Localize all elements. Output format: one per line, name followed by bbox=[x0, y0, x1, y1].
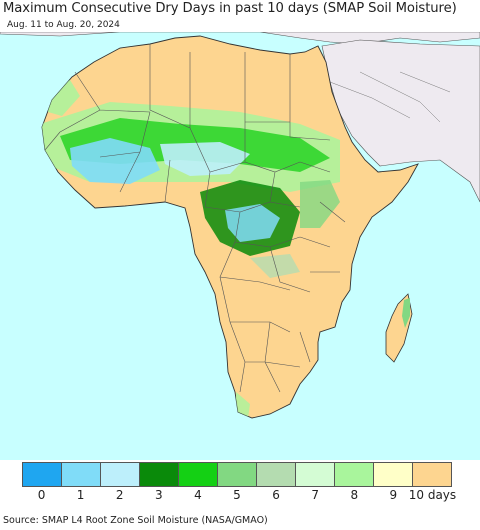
legend-label-4: 4 bbox=[194, 488, 202, 502]
legend-swatch-5 bbox=[218, 463, 257, 486]
legend-swatch-4 bbox=[179, 463, 218, 486]
wet-zone-blue-2 bbox=[160, 142, 250, 176]
date-range: Aug. 11 to Aug. 20, 2024 bbox=[7, 20, 120, 30]
map-title: Maximum Consecutive Dry Days in past 10 … bbox=[3, 1, 457, 16]
country-borders-asia bbox=[329, 71, 451, 123]
legend-swatch-1 bbox=[62, 463, 101, 486]
legend-swatch-3 bbox=[140, 463, 179, 486]
south-light-green bbox=[250, 254, 300, 278]
legend-swatch-0 bbox=[23, 463, 62, 486]
legend-swatch-10 bbox=[413, 463, 451, 486]
cape-green bbox=[236, 392, 250, 418]
legend-label-6: 6 bbox=[272, 488, 280, 502]
legend-label-10: 10 days bbox=[408, 488, 457, 502]
wet-zone-blue bbox=[70, 138, 160, 184]
legend-label-5: 5 bbox=[233, 488, 241, 502]
east-africa-green bbox=[300, 180, 340, 228]
legend-swatch-2 bbox=[101, 463, 140, 486]
legend-label-3: 3 bbox=[154, 488, 163, 502]
legend-label-2: 2 bbox=[115, 488, 124, 502]
legend-label-0: 0 bbox=[37, 488, 46, 502]
legend-labels: 0 1 2 3 4 5 6 7 8 9 10 days bbox=[0, 488, 480, 504]
legend-label-7: 7 bbox=[311, 488, 319, 502]
legend-colorbar bbox=[22, 462, 452, 487]
legend-label-9: 9 bbox=[389, 488, 398, 502]
madagascar-green bbox=[402, 298, 410, 328]
legend-label-8: 8 bbox=[350, 488, 359, 502]
legend-swatch-9 bbox=[374, 463, 413, 486]
data-source: Source: SMAP L4 Root Zone Soil Moisture … bbox=[3, 515, 268, 526]
country-borders bbox=[44, 44, 346, 393]
legend-swatch-7 bbox=[296, 463, 335, 486]
africa-map bbox=[0, 32, 480, 460]
legend-swatch-8 bbox=[335, 463, 374, 486]
legend-swatch-6 bbox=[257, 463, 296, 486]
congo-blue bbox=[225, 204, 280, 242]
legend-label-1: 1 bbox=[76, 488, 85, 502]
